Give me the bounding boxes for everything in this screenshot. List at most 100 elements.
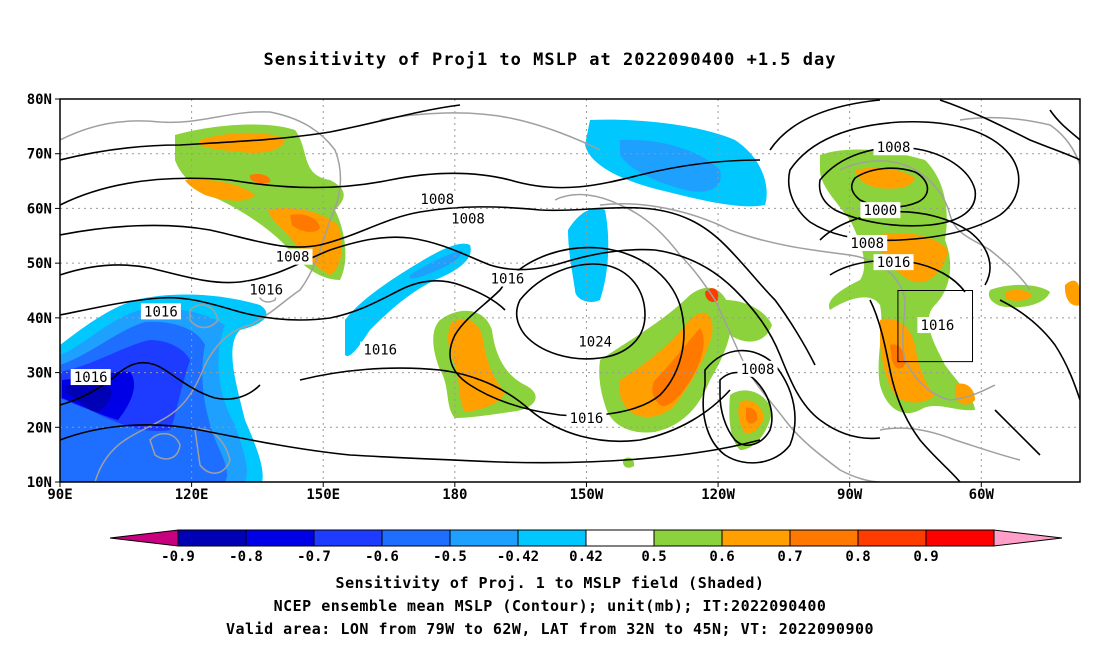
lat-label: 60N [27, 201, 52, 217]
valid-area-box [897, 290, 974, 363]
colorbar-swatch [925, 529, 995, 547]
contour-label: 1016 [70, 369, 111, 386]
contour-label: 1016 [140, 303, 181, 320]
map-frame [59, 98, 1081, 483]
colorbar-right-arrow [993, 529, 1063, 547]
footer-valid-area-caption: Valid area: LON from 79W to 62W, LAT fro… [225, 620, 875, 638]
colorbar-tick-label: -0.8 [229, 549, 263, 565]
contour-label-bg [860, 202, 901, 219]
colorbar-swatch [585, 529, 655, 547]
lat-label: 50N [27, 256, 52, 272]
contour-label: 1008 [417, 191, 458, 208]
lat-label: 40N [27, 311, 52, 327]
contour-labels: 1008 1008 1008 1016 1016 1016 1016 1024 1016 1016… [70, 139, 958, 427]
contour-label-bg [737, 360, 778, 377]
colorbar-swatch [721, 529, 791, 547]
colorbar-swatch [857, 529, 927, 547]
contour-label: 1000 [860, 202, 901, 219]
contour-label: 1008 [272, 248, 313, 266]
contour-label-bg [917, 317, 958, 334]
lat-label: 80N [27, 92, 52, 108]
lat-label: 30N [27, 366, 52, 382]
lon-label: 120W [701, 487, 735, 503]
colorbar-tick-label: -0.42 [497, 549, 539, 565]
contour-label-bg [448, 210, 488, 227]
colorbar-tick-label: 0.5 [641, 549, 666, 565]
colorbar-tick-label: -0.7 [297, 549, 331, 565]
contour-label-bg [360, 341, 401, 358]
contour-label-text: 1008 [850, 236, 884, 252]
contour-label-text: 1016 [570, 411, 604, 427]
map-title: Sensitivity of Proj1 to MSLP at 20220904… [263, 50, 837, 70]
contour-label: 1008 [737, 360, 778, 378]
contour-label-text: 1016 [921, 318, 955, 334]
contour-label: 1016 [873, 254, 914, 271]
contour-label-bg [70, 369, 111, 386]
lon-label: 120E [175, 487, 209, 503]
contour-label-text: 1008 [420, 192, 454, 208]
contour-label-text: 1024 [578, 334, 612, 350]
contour-label-bg [847, 234, 888, 251]
colorbar-tick-label: -0.9 [161, 549, 195, 565]
colorbar: -0.9 -0.8 -0.7 -0.6 -0.5 -0.42 0.42 0.5 0.6 0.7 0.… [109, 529, 1063, 565]
contour-label-bg [246, 281, 287, 298]
contour-label-text: 1008 [877, 140, 911, 156]
lon-label: 150E [306, 487, 340, 503]
colorbar-swatch [245, 529, 315, 547]
contour-label-text: 1008 [741, 362, 775, 378]
contour-label: 1016 [360, 341, 401, 359]
contour-label: 1016 [246, 281, 287, 299]
lat-label: 70N [27, 147, 52, 163]
contour-label-text: 1016 [249, 283, 283, 299]
colorbar-swatch [653, 529, 723, 547]
contour-label: 1016 [566, 410, 607, 427]
colorbar-swatch [381, 529, 451, 547]
colorbar-swatch [449, 529, 519, 547]
lon-label: 90E [47, 487, 72, 503]
colorbar-swatch [789, 529, 859, 547]
contour-label: 1008 [448, 210, 488, 227]
colorbar-tick-label: 0.6 [709, 549, 734, 565]
lon-label: 60W [969, 487, 995, 503]
colorbar-left-arrow [109, 529, 179, 547]
contour-label-bg [272, 248, 313, 265]
lat-label: 10N [27, 475, 52, 491]
negative-region-pacific [345, 243, 471, 356]
contour-label-bg [140, 303, 181, 320]
contour-label-bg [575, 333, 616, 350]
contour-label-text: 1016 [74, 370, 108, 386]
contour-label-bg [417, 191, 458, 208]
lon-label: 90W [837, 487, 863, 503]
footer-contour-caption: NCEP ensemble mean MSLP (Contour); unit(… [273, 597, 827, 615]
contour-label-text: 1008 [451, 211, 485, 227]
contour-label-bg [487, 270, 528, 287]
contour-label-text: 1016 [491, 272, 525, 288]
contour-label: 1008 [847, 234, 888, 252]
contour-label-text: 1016 [363, 343, 397, 359]
colorbar-tick-label: 0.7 [777, 549, 802, 565]
contour-label-text: 1008 [276, 250, 310, 266]
contour-label: 1008 [873, 139, 914, 156]
contour-label-text: 1000 [864, 203, 898, 219]
colorbar-tick-label: 0.42 [569, 549, 603, 565]
contour-label: 1016 [917, 317, 958, 334]
colorbar-swatch [177, 529, 247, 547]
contour-label: 1024 [575, 333, 616, 350]
colorbar-tick-label: -0.5 [433, 549, 467, 565]
contour-label-bg [566, 410, 607, 427]
contour-label-text: 1016 [144, 304, 178, 320]
contour-label: 1016 [487, 270, 528, 288]
lon-label: 180 [442, 487, 467, 503]
contour-label-bg [873, 139, 914, 156]
colorbar-tick-label: 0.8 [845, 549, 870, 565]
colorbar-tick-label: -0.6 [365, 549, 399, 565]
colorbar-swatch [313, 529, 383, 547]
footer-shading-caption: Sensitivity of Proj. 1 to MSLP field (Sh… [335, 574, 765, 592]
colorbar-swatch [517, 529, 587, 547]
lon-label: 150W [570, 487, 604, 503]
colorbar-tick-label: 0.9 [913, 549, 938, 565]
contour-label-bg [873, 254, 914, 271]
contour-label-text: 1016 [877, 255, 911, 271]
